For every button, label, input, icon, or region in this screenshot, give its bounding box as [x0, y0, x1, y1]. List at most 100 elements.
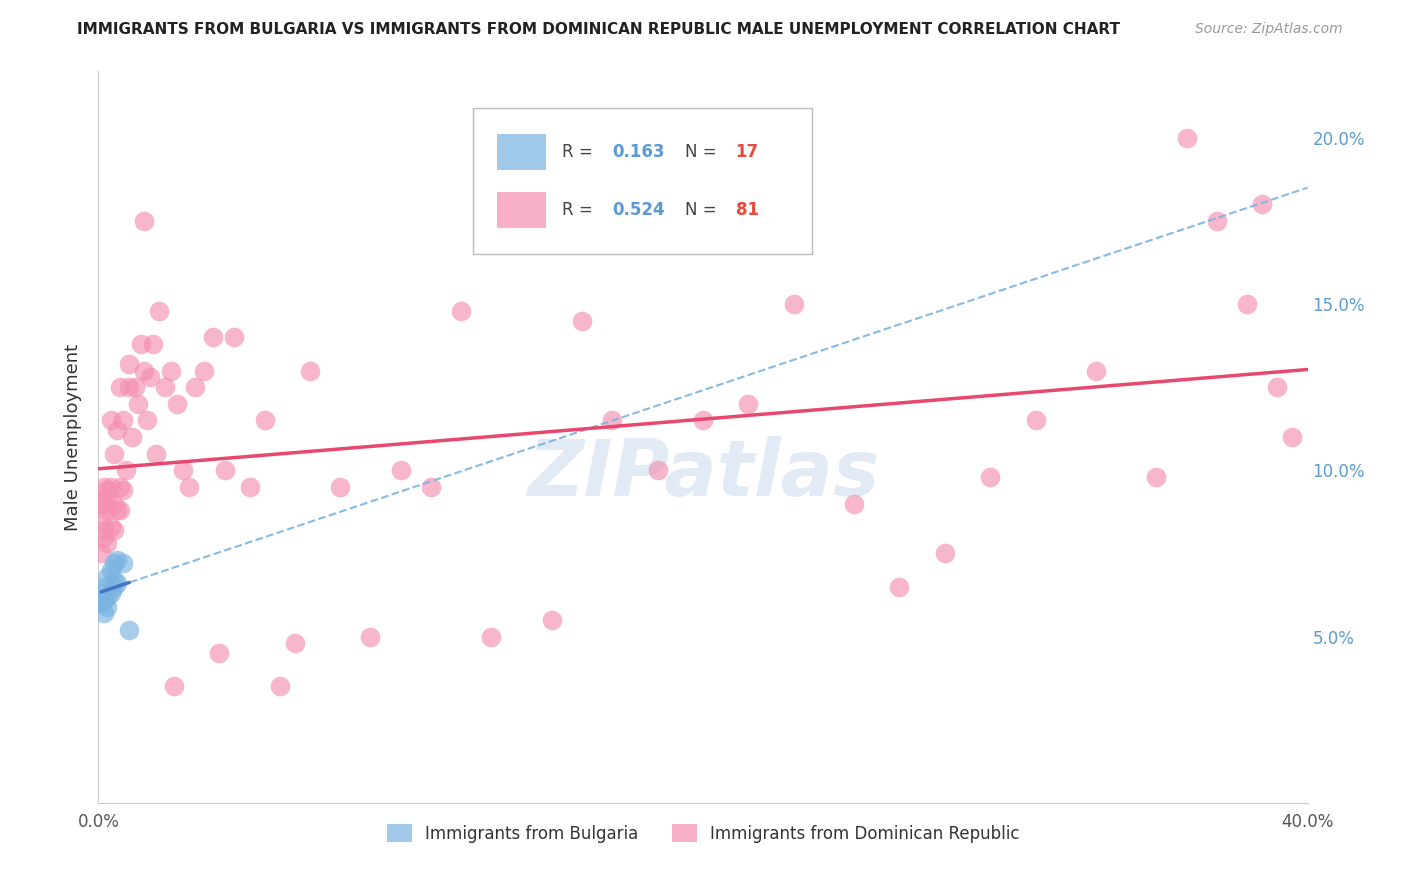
Point: [139, 370, 162, 384]
Point: [118, 623, 141, 637]
Point: [100, 480, 122, 494]
Point: [844, 497, 866, 511]
Text: 0.163: 0.163: [613, 143, 665, 161]
Point: [184, 380, 207, 394]
FancyBboxPatch shape: [498, 192, 546, 228]
Point: [121, 430, 143, 444]
Y-axis label: Male Unemployment: Male Unemployment: [63, 343, 82, 531]
Point: [389, 463, 412, 477]
Point: [142, 337, 165, 351]
Point: [160, 363, 183, 377]
Point: [934, 546, 956, 560]
Point: [96, 599, 118, 614]
Point: [105, 424, 128, 438]
Point: [103, 573, 125, 587]
Point: [100, 563, 122, 577]
Point: [269, 680, 291, 694]
Point: [132, 363, 155, 377]
Text: R =: R =: [561, 143, 598, 161]
Point: [1206, 214, 1229, 228]
Point: [692, 413, 714, 427]
Point: [224, 330, 246, 344]
Point: [214, 463, 236, 477]
Point: [153, 380, 176, 394]
Point: [1085, 363, 1108, 377]
Text: IMMIGRANTS FROM BULGARIA VS IMMIGRANTS FROM DOMINICAN REPUBLIC MALE UNEMPLOYMENT: IMMIGRANTS FROM BULGARIA VS IMMIGRANTS F…: [77, 22, 1121, 37]
Point: [90, 546, 112, 560]
Point: [93, 593, 115, 607]
Point: [540, 613, 562, 627]
Point: [96, 590, 118, 604]
Point: [90, 596, 112, 610]
Point: [179, 480, 201, 494]
Point: [100, 520, 122, 534]
Point: [96, 490, 118, 504]
Point: [103, 580, 125, 594]
Point: [93, 523, 115, 537]
Point: [647, 463, 669, 477]
Point: [103, 447, 125, 461]
FancyBboxPatch shape: [498, 134, 546, 170]
Text: 0.524: 0.524: [613, 201, 665, 219]
Point: [284, 636, 307, 650]
Point: [132, 214, 155, 228]
Point: [108, 503, 131, 517]
Point: [193, 363, 215, 377]
Point: [100, 586, 122, 600]
Point: [103, 557, 125, 571]
Point: [239, 480, 262, 494]
Point: [253, 413, 276, 427]
Point: [96, 483, 118, 498]
Point: [737, 397, 759, 411]
Point: [889, 580, 911, 594]
Point: [118, 380, 141, 394]
FancyBboxPatch shape: [474, 108, 811, 254]
Point: [96, 503, 118, 517]
Point: [1251, 197, 1274, 211]
Point: [96, 570, 118, 584]
Point: [148, 303, 170, 318]
Point: [111, 557, 134, 571]
Text: 81: 81: [735, 201, 759, 219]
Point: [118, 357, 141, 371]
Point: [105, 576, 128, 591]
Point: [127, 397, 149, 411]
Point: [129, 337, 152, 351]
Point: [108, 480, 131, 494]
Point: [93, 580, 115, 594]
Point: [90, 513, 112, 527]
Point: [93, 530, 115, 544]
Point: [299, 363, 322, 377]
Point: [103, 497, 125, 511]
Legend: Immigrants from Bulgaria, Immigrants from Dominican Republic: Immigrants from Bulgaria, Immigrants fro…: [380, 818, 1026, 849]
Point: [1175, 131, 1198, 145]
Point: [124, 380, 146, 394]
Point: [481, 630, 503, 644]
Point: [1236, 297, 1258, 311]
Point: [111, 483, 134, 498]
Point: [571, 314, 593, 328]
Point: [90, 497, 112, 511]
Point: [163, 680, 186, 694]
Point: [145, 447, 167, 461]
Text: N =: N =: [685, 201, 721, 219]
Point: [93, 480, 115, 494]
Point: [100, 413, 122, 427]
Point: [93, 607, 115, 621]
Point: [172, 463, 194, 477]
Point: [783, 297, 806, 311]
Text: 17: 17: [735, 143, 759, 161]
Point: [1281, 430, 1303, 444]
Point: [360, 630, 382, 644]
Point: [1024, 413, 1046, 427]
Point: [105, 503, 128, 517]
Point: [103, 523, 125, 537]
Text: ZIPatlas: ZIPatlas: [527, 435, 879, 512]
Point: [329, 480, 352, 494]
Point: [135, 413, 157, 427]
Point: [93, 497, 115, 511]
Point: [166, 397, 188, 411]
Point: [111, 413, 134, 427]
Point: [979, 470, 1001, 484]
Point: [450, 303, 472, 318]
